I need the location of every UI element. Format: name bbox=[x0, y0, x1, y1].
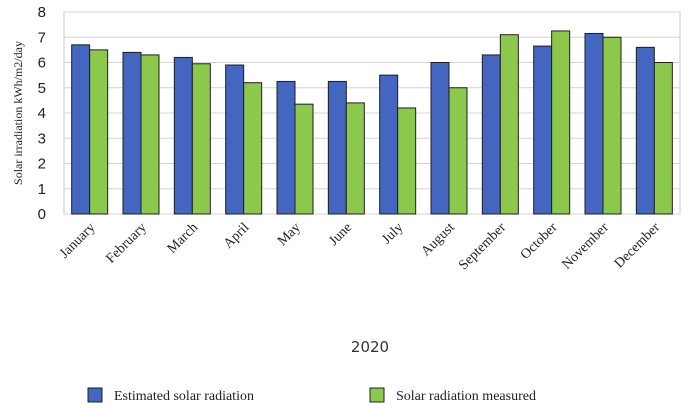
bar-measured bbox=[397, 107, 417, 215]
legend: Estimated solar radiation Solar radiatio… bbox=[87, 387, 536, 404]
y-tick-label: 0 bbox=[38, 206, 46, 223]
bar-estimated bbox=[276, 80, 296, 215]
bar-estimated bbox=[635, 46, 655, 215]
y-tick-label: 5 bbox=[38, 80, 46, 97]
bar-measured bbox=[448, 87, 468, 215]
bar-measured bbox=[653, 62, 673, 215]
y-tick-label: 7 bbox=[38, 29, 46, 46]
category-label: November bbox=[559, 220, 612, 273]
bar-measured bbox=[89, 49, 109, 215]
bar-measured bbox=[140, 54, 160, 215]
category-label: March bbox=[165, 220, 201, 256]
y-tick-label: 6 bbox=[38, 55, 46, 72]
y-tick-label: 4 bbox=[38, 105, 46, 122]
bar-measured bbox=[602, 36, 622, 215]
gridlines bbox=[64, 11, 680, 215]
y-tick-labels: 0 1 2 3 4 5 6 7 8 bbox=[38, 4, 46, 223]
category-label: May bbox=[275, 220, 304, 249]
legend-swatch-estimated bbox=[87, 387, 103, 403]
category-label: June bbox=[326, 220, 355, 249]
bar-measured bbox=[499, 34, 519, 215]
bar-estimated bbox=[225, 64, 245, 215]
bar-estimated bbox=[430, 62, 450, 215]
bar-measured bbox=[294, 103, 314, 215]
y-tick-label: 2 bbox=[38, 156, 46, 173]
category-labels: January February March April May June July Augu… bbox=[57, 220, 663, 273]
bar-estimated bbox=[173, 56, 193, 215]
y-tick-label: 8 bbox=[38, 4, 46, 21]
category-label: January bbox=[57, 220, 98, 261]
bar-estimated bbox=[122, 51, 142, 215]
bar-measured bbox=[243, 82, 263, 215]
y-tick-label: 1 bbox=[38, 181, 46, 198]
legend-swatch-measured bbox=[369, 387, 385, 403]
category-label: December bbox=[612, 220, 664, 272]
bar-estimated bbox=[327, 80, 347, 215]
category-label: September bbox=[456, 220, 509, 273]
x-axis-label: 2020 bbox=[351, 338, 389, 356]
bar-estimated bbox=[379, 74, 399, 215]
category-label: April bbox=[221, 220, 253, 252]
bars bbox=[71, 30, 673, 215]
bar-estimated bbox=[71, 44, 91, 215]
bar-measured bbox=[345, 102, 365, 215]
bar-measured bbox=[551, 30, 571, 215]
category-label: July bbox=[379, 220, 406, 247]
y-axis-label: Solar irradiation kWh/m2/day bbox=[11, 41, 25, 185]
bar-estimated bbox=[481, 54, 501, 215]
y-tick-label: 3 bbox=[38, 130, 46, 147]
legend-label-estimated: Estimated solar radiation bbox=[114, 389, 254, 404]
category-label: February bbox=[103, 220, 149, 266]
bar-measured bbox=[191, 63, 211, 215]
bar-estimated bbox=[533, 45, 553, 215]
bar-estimated bbox=[584, 32, 604, 215]
category-label: October bbox=[518, 220, 561, 263]
legend-label-measured: Solar radiation measured bbox=[396, 389, 536, 404]
category-label: August bbox=[419, 220, 458, 259]
